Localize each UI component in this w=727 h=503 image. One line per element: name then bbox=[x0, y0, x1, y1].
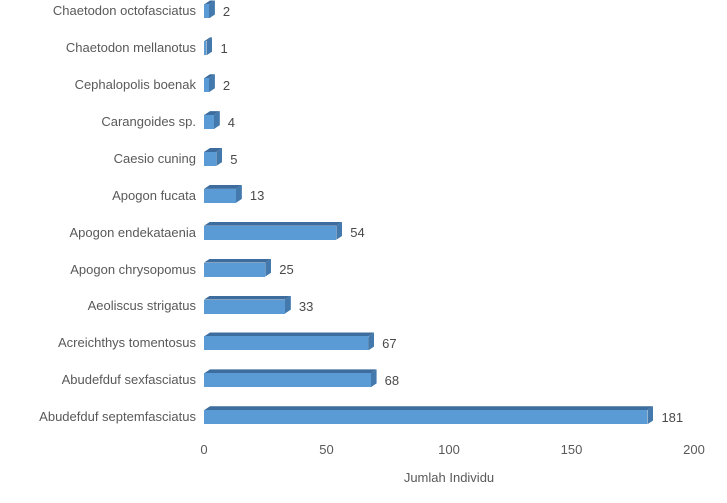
bar-wrap: 5 bbox=[204, 152, 727, 166]
bar bbox=[204, 336, 369, 351]
chart-row: Apogon fucata 13 bbox=[0, 177, 727, 214]
plot-area: Chaetodon octofasciatus 2 Chaetodon mellan… bbox=[0, 0, 727, 436]
bar-wrap: 68 bbox=[204, 372, 727, 388]
chart-row: Caesio cuning 5 bbox=[0, 141, 727, 178]
value-label: 33 bbox=[298, 299, 314, 315]
bar-wrap: 67 bbox=[204, 335, 727, 351]
bar bbox=[204, 115, 214, 130]
x-tick-label: 150 bbox=[560, 441, 583, 457]
bar-wrap: 4 bbox=[204, 114, 727, 130]
chart-row: Cephalopolis boenak 2 bbox=[0, 67, 727, 104]
category-label: Apogon endekataenia bbox=[69, 224, 196, 240]
bar-wrap: 33 bbox=[204, 299, 727, 315]
chart-row: Abudefduf sexfasciatus 68 bbox=[0, 362, 727, 399]
value-label: 4 bbox=[227, 114, 236, 130]
category-label: Cephalopolis boenak bbox=[74, 77, 196, 93]
bar bbox=[204, 188, 236, 203]
bar bbox=[204, 4, 209, 19]
value-label: 2 bbox=[222, 77, 231, 93]
chart-row: Abudefduf septemfasciatus 181 bbox=[0, 399, 727, 436]
category-label: Abudefduf septemfasciatus bbox=[39, 409, 196, 425]
x-tick-label: 50 bbox=[319, 441, 334, 457]
x-tick-label: 200 bbox=[683, 441, 705, 457]
value-label: 54 bbox=[350, 225, 365, 241]
category-label: Chaetodon mellanotus bbox=[65, 40, 196, 56]
chart-row: Chaetodon octofasciatus 2 bbox=[0, 0, 727, 30]
bar bbox=[204, 78, 209, 93]
bar-wrap: 54 bbox=[204, 225, 727, 241]
chart-row: Chaetodon mellanotus 1 bbox=[0, 30, 727, 67]
value-label: 1 bbox=[220, 40, 228, 56]
chart-row: Aeoliscus strigatus 33 bbox=[0, 288, 727, 325]
bar-wrap: 2 bbox=[204, 3, 727, 19]
category-label: Apogon fucata bbox=[112, 187, 196, 203]
x-tick-label: 0 bbox=[200, 441, 208, 457]
value-label: 181 bbox=[661, 409, 684, 425]
bar-wrap: 13 bbox=[204, 188, 727, 204]
category-label: Caesio cuning bbox=[113, 150, 196, 166]
bar bbox=[204, 410, 648, 425]
chart-row: Acreichthys tomentosus 67 bbox=[0, 325, 727, 362]
category-label: Apogon chrysopomus bbox=[70, 261, 196, 277]
bar bbox=[204, 262, 266, 277]
x-axis: 0 50 100 150 200 bbox=[200, 441, 727, 458]
x-axis-title: Jumlah Individu bbox=[403, 469, 495, 485]
value-label: 68 bbox=[384, 372, 400, 388]
category-label: Chaetodon octofasciatus bbox=[52, 3, 196, 19]
bar-wrap: 1 bbox=[204, 40, 727, 56]
bar-wrap: 181 bbox=[204, 409, 727, 425]
value-label: 67 bbox=[382, 335, 397, 351]
bar bbox=[204, 225, 337, 240]
category-label: Carangoides sp. bbox=[101, 113, 196, 129]
x-tick-label: 100 bbox=[438, 441, 460, 457]
chart-row: Apogon chrysopomus 25 bbox=[0, 251, 727, 288]
bar-wrap: 25 bbox=[204, 262, 727, 278]
chart-row: Apogon endekataenia 54 bbox=[0, 214, 727, 251]
bar bbox=[204, 152, 217, 166]
bar bbox=[204, 373, 371, 388]
bar-wrap: 2 bbox=[204, 77, 727, 93]
value-label: 5 bbox=[230, 151, 238, 167]
value-label: 2 bbox=[222, 3, 231, 19]
chart-row: Carangoides sp. 4 bbox=[0, 104, 727, 141]
category-label: Abudefduf sexfasciatus bbox=[61, 372, 196, 388]
category-label: Acreichthys tomentosus bbox=[57, 335, 196, 351]
category-label: Aeoliscus strigatus bbox=[87, 298, 196, 314]
value-label: 25 bbox=[279, 262, 294, 278]
bar bbox=[204, 299, 285, 314]
value-label: 13 bbox=[249, 188, 265, 204]
bar bbox=[204, 41, 207, 56]
